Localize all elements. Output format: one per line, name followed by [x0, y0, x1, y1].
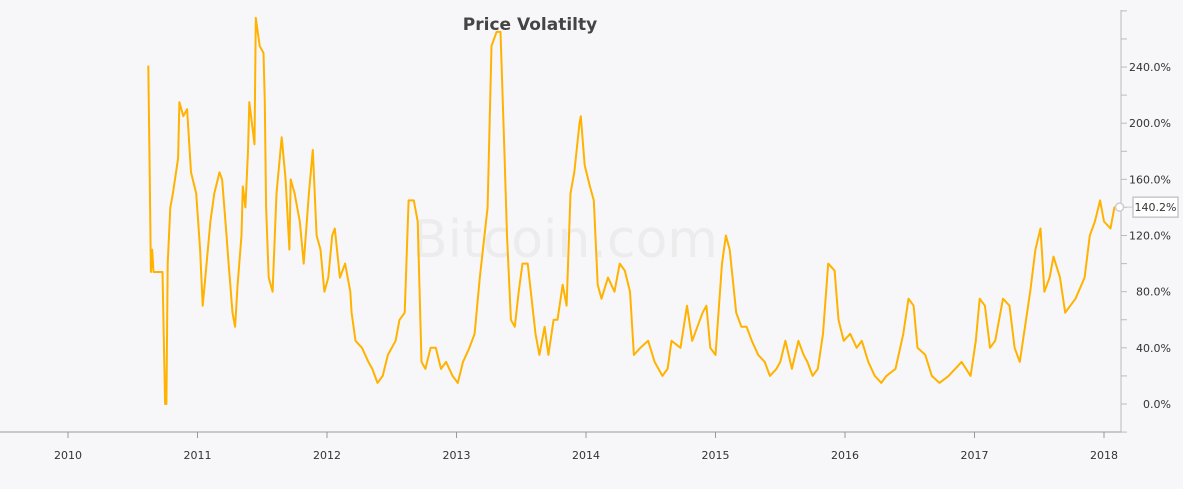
- y-tick-label: 40.0%: [1136, 342, 1171, 355]
- x-tick-label: 2012: [313, 449, 341, 462]
- hover-point-marker: [1114, 202, 1125, 212]
- x-tick-label: 2010: [54, 449, 82, 462]
- y-tick-label: 160.0%: [1129, 173, 1171, 186]
- x-tick-label: 2013: [443, 449, 471, 462]
- bitcoin-com-watermark: Bitcoin.com: [412, 210, 718, 270]
- y-tick-label: 120.0%: [1129, 230, 1171, 243]
- x-tick-label: 2016: [831, 449, 859, 462]
- y-tick-label: 200.0%: [1129, 117, 1171, 130]
- chart-title: Price Volatilty: [463, 15, 597, 35]
- series-line[interactable]: [147, 16, 1120, 405]
- x-tick-label: 2018: [1090, 449, 1118, 462]
- y-tick-label: 80.0%: [1136, 286, 1171, 299]
- x-tick-label: 2015: [702, 449, 730, 462]
- y-tick-label: 240.0%: [1129, 61, 1171, 74]
- y-tick-label: 0.0%: [1143, 398, 1171, 411]
- value-tooltip: [1132, 196, 1179, 218]
- x-tick-label: 2011: [184, 449, 212, 462]
- tooltip-label: 140.2%: [1135, 201, 1177, 214]
- x-tick-label: 2014: [572, 449, 600, 462]
- x-tick-label: 2017: [961, 449, 989, 462]
